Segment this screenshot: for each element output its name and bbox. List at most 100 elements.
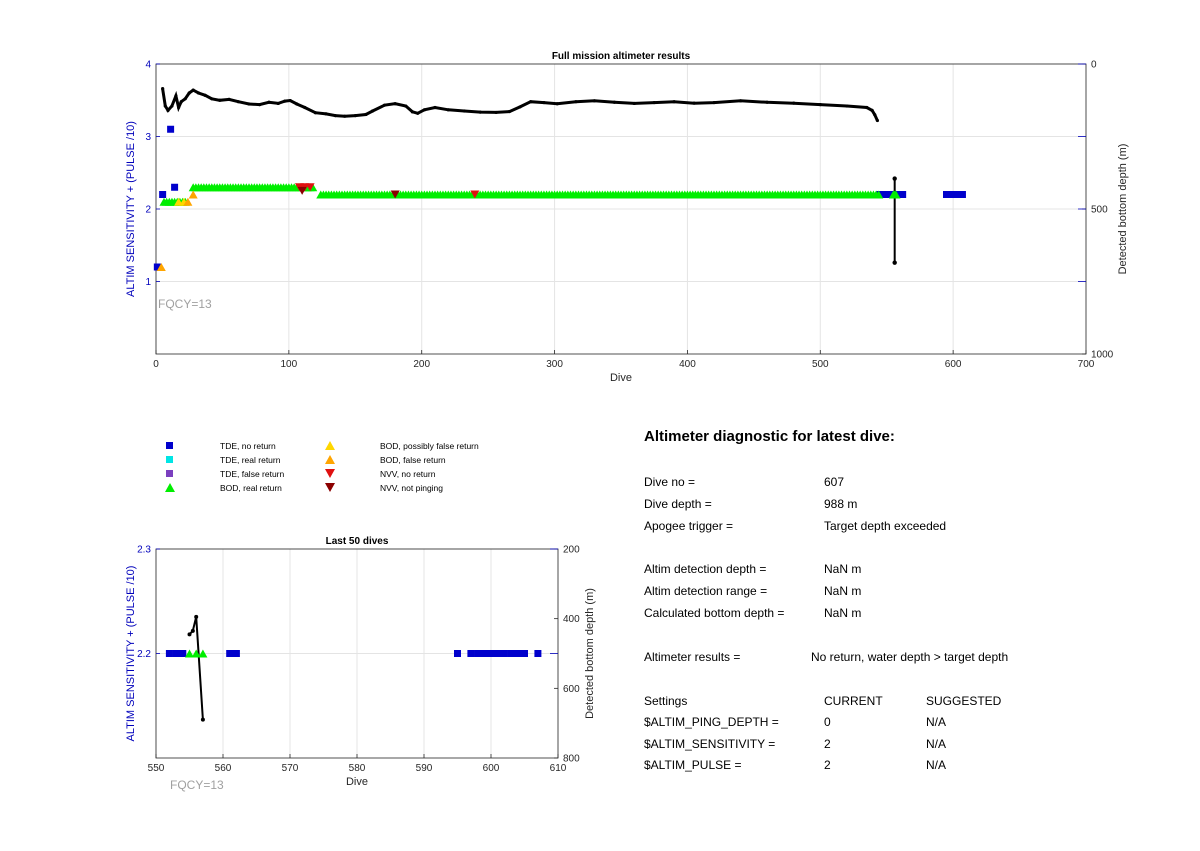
bottom-depth-point: [313, 111, 318, 115]
diag-label: Dive depth =: [644, 497, 712, 511]
legend-marker: [325, 483, 335, 492]
bottom-depth-point: [267, 100, 271, 104]
x-tick-label: 300: [546, 359, 563, 370]
legend-item: NVV, not pinging: [320, 482, 443, 493]
bottom-depth-point: [873, 113, 877, 117]
legend-label: NVV, no return: [380, 468, 436, 479]
bottom-depth-point: [416, 111, 420, 115]
nvv-not-pinging-marker: [297, 186, 307, 195]
bottom-depth-point: [191, 88, 195, 92]
y-right-tick-label: 600: [563, 684, 580, 695]
x-tick-label: 100: [281, 359, 298, 370]
legend-item: NVV, no return: [320, 468, 435, 479]
tde-no-return-marker: [171, 183, 179, 191]
x-tick-label: 400: [679, 359, 696, 370]
bottom-depth-point: [462, 109, 466, 113]
bottom-depth-point: [574, 100, 578, 104]
bottom-depth-point: [227, 97, 231, 101]
y-axis-label: ALTIM SENSITIVITY + (PULSE /10): [125, 121, 137, 297]
bottom-depth-point: [478, 110, 482, 114]
fqcy-annotation: FQCY=13: [170, 778, 224, 792]
legend-marker: [166, 470, 173, 477]
y-axis-label-right: Detected bottom depth (m): [1117, 144, 1129, 275]
legend-item: TDE, false return: [160, 468, 284, 479]
diagnostic-title: Altimeter diagnostic for latest dive:: [644, 428, 895, 445]
x-tick-label: 500: [812, 359, 829, 370]
x-tick-label: 560: [215, 763, 232, 774]
bod-real-return-marker: [874, 190, 884, 199]
tde-no-return-marker: [494, 650, 502, 657]
bottom-depth-point: [333, 114, 337, 118]
bottom-depth-point: [276, 101, 280, 106]
y-tick-label: 4: [145, 60, 151, 71]
settings-current: 2: [824, 758, 831, 772]
bottom-depth-point: [555, 102, 559, 106]
x-tick-label: 600: [483, 763, 500, 774]
tde-no-return-marker: [179, 650, 187, 657]
bottom-depth-point: [303, 105, 307, 110]
bottom-depth-point: [176, 105, 181, 110]
tde-no-return-marker: [880, 191, 888, 198]
triangle-up-marker-icon: [160, 482, 220, 493]
legend-label: BOD, false return: [380, 454, 446, 465]
bottom-depth-point: [283, 99, 287, 103]
bod-real-return-marker: [198, 649, 208, 658]
bottom-depth-point: [194, 614, 199, 619]
bottom-depth-point: [218, 98, 222, 102]
y-right-tick-label: 400: [563, 614, 580, 625]
x-tick-label: 590: [416, 763, 433, 774]
bottom-depth-point: [818, 103, 822, 107]
bottom-depth-point: [845, 104, 849, 108]
bottom-depth-point: [652, 100, 656, 105]
bottom-depth-point: [200, 717, 205, 722]
tde-no-return-marker: [232, 650, 240, 657]
diag-label: Altim detection range =: [644, 584, 768, 598]
bottom-depth-point: [236, 100, 240, 104]
settings-suggested: N/A: [926, 715, 947, 729]
y-right-tick-label: 200: [563, 545, 580, 556]
square-marker-icon: [160, 440, 220, 451]
chart-title: Full mission altimeter results: [552, 51, 691, 62]
diag-value: NaN m: [824, 562, 862, 576]
tde-no-return-marker: [474, 650, 482, 657]
legend-label: TDE, real return: [220, 454, 281, 465]
bottom-depth-line: [188, 616, 204, 720]
legend-marker: [166, 442, 173, 449]
diag-label: Altim detection depth =: [644, 562, 767, 576]
settings-header-label: Settings: [644, 694, 688, 708]
bottom-depth-point: [343, 114, 347, 118]
tde-no-return-marker: [167, 125, 175, 133]
diag-value: 988 m: [824, 497, 858, 511]
tde-no-return-marker: [507, 650, 515, 657]
bottom-depth-point: [529, 100, 533, 104]
full-mission-chart: 0 100 200 300 400 500 600 700 1 2 3 4 0 500 1000 Full m…: [125, 51, 1129, 384]
legend-marker: [325, 455, 335, 464]
legend-label: BOD, possibly false return: [380, 440, 479, 451]
bottom-depth-point: [865, 105, 869, 110]
bottom-depth-point: [518, 105, 522, 109]
bottom-depth-point: [870, 108, 874, 112]
bottom-depth-point: [404, 104, 408, 108]
bottom-depth-point: [247, 102, 251, 106]
bottom-depth-point: [422, 108, 426, 112]
tde-no-return-marker: [534, 650, 542, 657]
bottom-depth-point: [382, 103, 387, 107]
diag-value: Target depth exceeded: [824, 519, 947, 533]
x-tick-label: 700: [1078, 359, 1095, 370]
x-tick-label: 580: [349, 763, 366, 774]
y-tick-label: 2: [145, 205, 151, 216]
legend-item: BOD, possibly false return: [320, 440, 479, 451]
triangle-down-marker-icon: [320, 468, 380, 479]
x-tick-label: 550: [148, 763, 165, 774]
legend-label: TDE, no return: [220, 440, 276, 451]
nvv-no-return-marker: [305, 183, 315, 192]
bottom-depth-point: [170, 104, 174, 108]
settings-label: $ALTIM_SENSITIVITY =: [644, 737, 776, 751]
bottom-depth-point: [433, 105, 437, 110]
tde-no-return-marker: [500, 650, 508, 657]
bottom-depth-point: [324, 112, 328, 116]
tde-no-return-marker: [480, 650, 488, 657]
diag-label: Altimeter results =: [644, 650, 741, 664]
bottom-depth-point: [353, 114, 357, 118]
x-tick-label: 610: [550, 763, 567, 774]
